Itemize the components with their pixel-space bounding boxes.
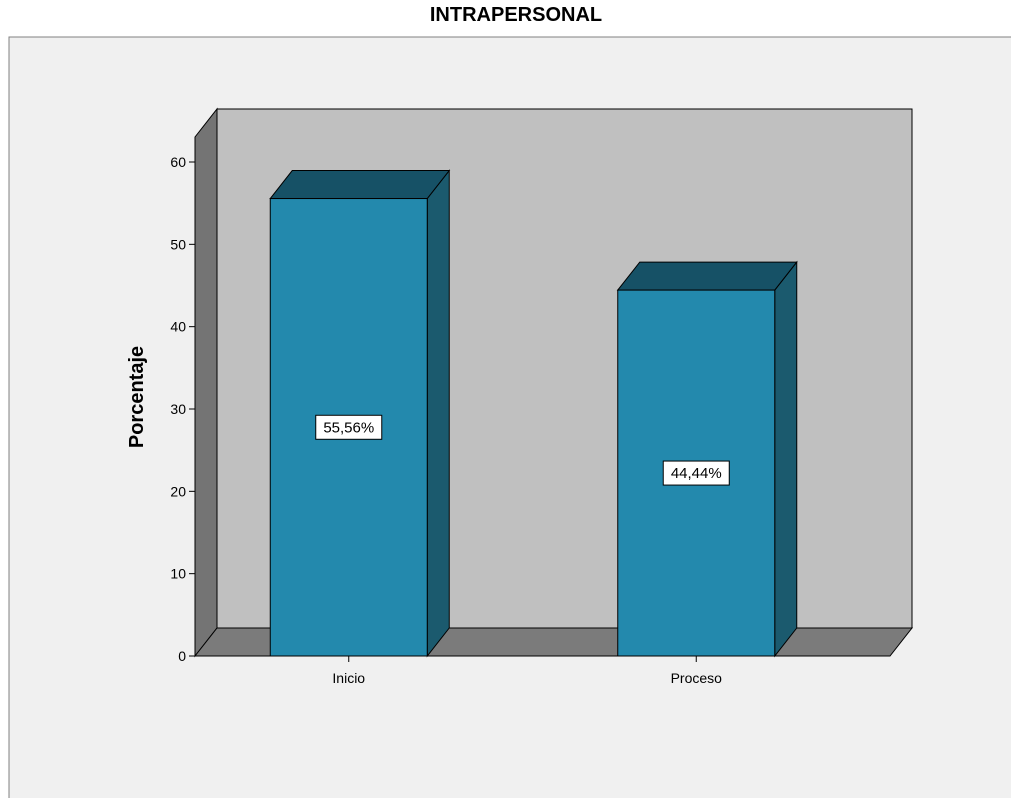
y-tick-label: 40: [170, 319, 186, 335]
data-label: 55,56%: [323, 419, 374, 436]
bar-inicio: 55,56%: [269, 169, 451, 658]
bar-side: [426, 169, 450, 658]
data-label-box: [662, 460, 730, 486]
bar-top: [269, 170, 451, 200]
x-tick-label: Inicio: [332, 670, 365, 686]
y-tick-label: 10: [170, 566, 186, 582]
y-axis: 0 10 20 30 40 50 60: [170, 154, 195, 664]
bars: 55,56% 44,44%: [269, 169, 798, 658]
y-tick-label: 20: [170, 483, 186, 499]
data-label-box: [315, 414, 383, 440]
x-axis: Inicio Proceso: [332, 656, 722, 686]
bar-side: [774, 260, 798, 658]
side-wall: [194, 107, 218, 658]
y-axis-title: Porcentaje: [126, 346, 148, 448]
y-tick-label: 60: [170, 154, 186, 170]
x-tick-label: Proceso: [671, 670, 723, 686]
y-tick-label: 50: [170, 236, 186, 252]
y-tick-label: 30: [170, 401, 186, 417]
chart-title: INTRAPERSONAL: [429, 4, 603, 26]
bar-top: [616, 261, 798, 291]
data-label: 44,44%: [671, 465, 722, 482]
y-tick-label: 0: [178, 648, 186, 664]
bar-proceso: 44,44%: [616, 260, 798, 658]
